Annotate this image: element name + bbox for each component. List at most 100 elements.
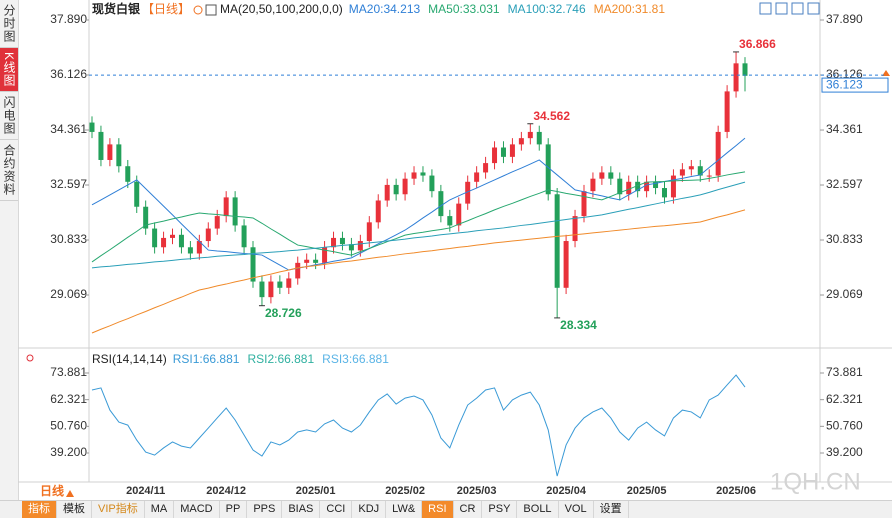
candle-body [393,184,399,195]
candle-body [357,241,363,251]
y-tick-label-right: 37.890 [826,12,863,26]
rsi-line [91,374,746,477]
candle-body [635,181,641,192]
period-selector[interactable]: 日线 [40,483,64,498]
candle-body [286,278,292,288]
candle-body [178,234,184,248]
y-tick-label: 73.881 [50,365,87,379]
x-tick-label: 2024/11 [126,485,165,497]
candle-body [438,191,444,217]
panel-title: RSI(14,14,14) [92,352,167,366]
candle-body [509,144,515,157]
candle-body [527,131,533,139]
candle-body [205,228,211,242]
indicator-tab[interactable]: LW& [386,501,423,518]
candle-body [411,172,417,179]
indicator-tab[interactable]: MACD [174,501,220,518]
candle-body [572,216,578,242]
extreme-label: 28.726 [265,306,302,320]
candle-body [742,63,748,76]
candle-body [107,144,113,160]
indicator-tab[interactable]: CR [454,501,483,518]
indicator-tab[interactable]: KDJ [352,501,387,518]
legend-entry: MA100:32.746 [508,2,586,16]
sidebar-tab[interactable]: 分时图 [0,0,18,48]
toolbar [759,2,820,15]
candle-body [661,188,667,198]
x-tick-label: 2025/03 [457,485,497,497]
candle-body [644,181,650,192]
tool-zoom-out[interactable] [775,2,788,15]
candle-body [429,175,435,192]
candle-body [339,237,345,245]
add-icon [193,5,203,15]
candle-body [313,259,319,263]
last-price-label: 36.123 [826,77,863,91]
legend-entry: MA200:31.81 [594,2,666,16]
candle-body [366,222,372,242]
indicator-tab[interactable]: PP [220,501,248,518]
candle-body [500,147,506,157]
x-tick-label: 2025/01 [296,485,336,497]
y-tick-label-right: 30.833 [826,232,863,246]
candle-body [125,166,131,182]
x-tick-label: 2025/04 [546,485,587,497]
indicator-tab[interactable]: MA [145,501,175,518]
indicator-tab[interactable]: PPS [247,501,283,518]
candle-body [483,163,489,173]
indicator-tab[interactable]: 设置 [594,501,629,518]
candle-body [474,172,480,182]
candle-body [599,172,605,179]
indicator-tab[interactable]: BOLL [517,501,559,518]
settings-icon[interactable] [26,354,34,362]
indicator-tab[interactable]: VIP指标 [92,501,145,518]
candle-body [679,169,685,176]
indicator-tab[interactable]: BIAS [282,501,321,518]
candle-body [223,197,229,217]
indicator-tab[interactable]: RSI [422,501,454,518]
candle-body [456,203,462,226]
candle-body [214,216,220,229]
indicator-tab[interactable]: CCI [320,501,353,518]
candle-body [89,122,95,132]
sidebar-tab[interactable]: 合约资料 [0,140,18,202]
candle-body [259,281,265,298]
sidebar-tab[interactable]: 闪电图 [0,92,18,141]
sidebar-tab[interactable]: K线图 [0,48,18,93]
y-tick-label: 62.321 [50,392,87,406]
candle-body [268,281,274,298]
candle-body [241,225,247,248]
y-tick-label: 37.890 [50,12,87,26]
candle-body [134,181,140,207]
candle-body [536,131,542,145]
candle-body [518,138,524,145]
legend-entry: MA20:34.213 [349,2,421,16]
indicator-bar: 指标 模板 VIP指标 MA MACD PP PPS BIAS CCI KDJ LW& RSI CR PS… [0,500,892,518]
indicator-tab[interactable]: VOL [559,501,594,518]
candle-body [161,237,167,248]
period-arrow[interactable] [66,490,74,497]
extreme-label: 36.866 [739,37,776,51]
indicator-tab[interactable]: 模板 [57,501,92,518]
tool-back[interactable] [791,2,804,15]
y-tick-label: 29.069 [50,287,87,301]
candle-body [402,178,408,195]
indicator-tab[interactable]: 指标 [22,501,57,518]
y-tick-label-right: 32.597 [826,177,863,191]
candle-body [581,191,587,217]
tool-forward[interactable] [807,2,820,15]
tool-zoom-in[interactable] [759,2,772,15]
candle-body [348,244,354,251]
y-tick-label-right: 34.361 [826,122,863,136]
y-tick-label-right: 62.321 [826,392,863,406]
ma-line [91,181,746,269]
candle-body [733,63,739,92]
legend-entry: MA50:33.031 [428,2,500,16]
candle-body [492,147,498,164]
extreme-label: 28.334 [560,318,597,332]
candle-body [697,166,703,176]
indicator-tab[interactable]: PSY [482,501,518,518]
legend-entry: RSI3:66.881 [322,352,389,366]
